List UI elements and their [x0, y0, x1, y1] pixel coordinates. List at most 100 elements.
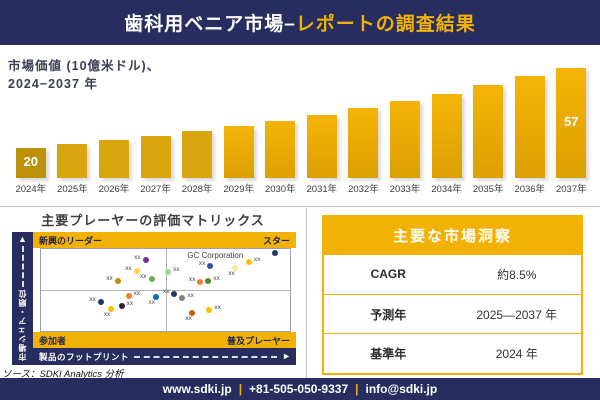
vertical-divider — [306, 208, 307, 378]
highlight-company-label: GC Corporation — [187, 251, 244, 261]
matrix-point: xx — [185, 309, 196, 322]
bar-2034年 — [431, 94, 462, 178]
bar-2024年: 20 — [15, 148, 46, 178]
up-arrow-icon: ▲ — [18, 234, 27, 244]
matrix-point: xx — [89, 296, 104, 305]
bar-category-label: 2033年 — [389, 184, 421, 195]
bar-category-label: 2024年 — [15, 184, 47, 195]
matrix-point-label: xx — [126, 299, 134, 307]
matrix-point: xx — [134, 254, 149, 263]
matrix-point: xx — [164, 266, 179, 275]
matrix-point: xx — [199, 260, 214, 269]
matrix-point-label: xx — [140, 273, 147, 280]
bar-category-label: 2032年 — [348, 184, 379, 195]
matrix-x-axis-label: 製品のフットプリント — [39, 351, 130, 362]
matrix-point-label: xx — [185, 314, 192, 322]
bar-2030年 — [265, 121, 296, 178]
bar-slot: 2034年 — [426, 66, 468, 195]
quadrant-label-top-left: 新興のリーダー — [39, 235, 103, 246]
footer-bar: www.sdki.jp | +81-505-050-9337 | info@sd… — [0, 378, 600, 400]
page-title-main: 歯科用ベニア市場– — [124, 14, 296, 35]
matrix-point: xx — [245, 256, 260, 266]
bar-slot: 2026年 — [93, 66, 135, 195]
insights-label: CAGR — [370, 267, 406, 282]
matrix-bottom-band: 参加者 普及プレーヤー — [33, 332, 296, 348]
insights-label: 予測年 — [370, 307, 407, 322]
bar-2028年 — [182, 131, 213, 178]
matrix-point: xx — [179, 292, 194, 302]
bar-2027年 — [140, 136, 171, 178]
matrix-point-label: xx — [133, 289, 141, 297]
bar-category-label: 2036年 — [514, 184, 546, 195]
bar-2033年 — [389, 101, 420, 178]
matrix-point-label: xx — [134, 253, 141, 261]
bar-slot: 2025年 — [52, 66, 94, 195]
footer-website-link[interactable]: www.sdki.jp — [162, 382, 232, 396]
bar-slot: 2035年 — [467, 66, 509, 195]
bar-chart: 20 2024年 2025年 2026年 2027年 2028年 2029年 2030年 203… — [10, 66, 592, 195]
matrix-point-label: xx — [198, 259, 206, 267]
bar-slot: 57 2037年 — [551, 66, 593, 195]
source-note: ソース：SDKI Analytics 分析 — [2, 369, 124, 380]
matrix-point: xx — [104, 306, 114, 318]
bar-2032年 — [348, 108, 379, 178]
bar-category-label: 2025年 — [57, 184, 88, 195]
insights-label: 基準年 — [370, 347, 407, 362]
footer-email-link[interactable]: info@sdki.jp — [365, 382, 438, 396]
matrix-point: xx — [125, 290, 140, 299]
bar-slot: 2032年 — [343, 66, 385, 195]
insights-header: 主要な市場洞察 — [324, 217, 581, 254]
matrix-point: xx — [118, 300, 133, 309]
player-evaluation-matrix: ▲ 市場シェア・順位 新興のリーダー スター GC Corporation xx… — [12, 232, 296, 365]
bar-slot: 2030年 — [259, 66, 301, 195]
matrix-point: xx — [163, 288, 178, 298]
insights-value: 2025—2037 年 — [476, 307, 558, 322]
insights-row-forecast-years: 予測年 2025—2037 年 — [324, 293, 581, 334]
chart-subtitle: 市場価値 (10億米ドル)、 2024−2037 年 — [8, 57, 160, 93]
bar-2025年 — [57, 144, 88, 178]
matrix-point: xx — [106, 275, 121, 284]
quadrant-horizontal-line — [41, 290, 290, 291]
bar-category-label: 2030年 — [264, 184, 296, 195]
footer-phone[interactable]: +81-505-050-9337 — [249, 382, 349, 396]
quadrant-label-top-right: スター — [262, 235, 290, 246]
matrix-point-label: xx — [253, 256, 261, 264]
matrix-point — [272, 250, 279, 257]
matrix-point-label: xx — [172, 265, 180, 273]
bar-category-label: 2026年 — [98, 184, 130, 195]
matrix-point-label: xx — [213, 274, 220, 282]
bar-category-label: 2035年 — [472, 184, 504, 195]
bar-category-label: 2027年 — [140, 184, 171, 195]
insights-value: 約8.5% — [497, 267, 537, 282]
matrix-plot: GC Corporation xx xx xx xx xx xx xx xx xx xx xx xx x… — [40, 248, 291, 332]
bar-category-label: 2031年 — [306, 184, 338, 195]
bar-category-label: 2034年 — [431, 184, 462, 195]
matrix-point: xx — [149, 293, 159, 306]
matrix-point-label: xx — [89, 295, 96, 303]
bar-slot: 20 2024年 — [10, 66, 52, 195]
matrix-point-label: xx — [106, 274, 113, 282]
matrix-body: 新興のリーダー スター GC Corporation xx xx xx xx xx xx x… — [33, 232, 296, 348]
matrix-point-label: xx — [148, 298, 156, 306]
bar-2035年 — [473, 85, 504, 178]
quadrant-label-bottom-left: 参加者 — [39, 335, 67, 346]
matrix-point: xx — [206, 304, 221, 313]
page-title-accent: レポートの調査結果 — [295, 14, 476, 35]
right-arrow-icon: ► — [282, 351, 291, 361]
matrix-point-label: xx — [214, 304, 221, 311]
insights-row-base-year: 基準年 2024 年 — [324, 333, 581, 373]
matrix-point-label: xx — [228, 269, 235, 277]
header-banner: 歯科用ベニア市場– レポートの調査結果 — [0, 0, 600, 45]
bar-slot: 2033年 — [384, 66, 426, 195]
bar-2026年 — [98, 140, 129, 178]
matrix-point-label: xx — [125, 264, 132, 272]
matrix-x-axis-band: 製品のフットプリント ► — [33, 348, 296, 365]
matrix-y-axis-band: ▲ 市場シェア・順位 — [12, 232, 33, 365]
market-insights-panel: 主要な市場洞察 CAGR 約8.5% 予測年 2025—2037 年 基準年 2… — [322, 215, 583, 375]
bar-category-label: 2029年 — [223, 184, 254, 195]
matrix-title: 主要プレーヤーの評価マトリックス — [41, 213, 265, 228]
y-axis-dashed-line — [21, 246, 24, 287]
matrix-point-label: xx — [162, 288, 170, 296]
matrix-point: xx — [228, 264, 239, 277]
